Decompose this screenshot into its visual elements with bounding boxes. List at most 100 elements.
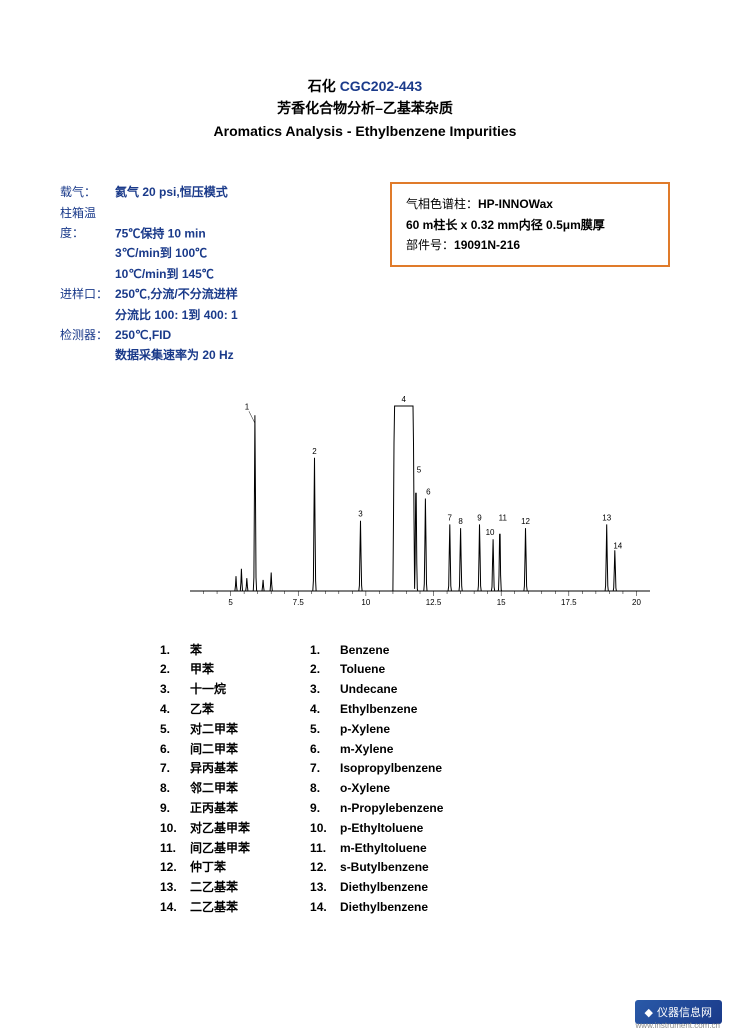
compound-row: 5.对二甲苯 <box>160 720 250 740</box>
compound-name: 二乙基苯 <box>190 898 238 918</box>
compound-row: 1.苯 <box>160 641 250 661</box>
compound-row: 3.Undecane <box>310 680 443 700</box>
svg-text:7.5: 7.5 <box>293 598 305 607</box>
svg-text:3: 3 <box>358 509 363 518</box>
compound-row: 9.n-Propylebenzene <box>310 799 443 819</box>
compound-row: 3.十一烷 <box>160 680 250 700</box>
svg-text:8: 8 <box>458 517 463 526</box>
carrier-label: 载气： <box>60 182 115 202</box>
compound-num: 7. <box>160 759 190 779</box>
compound-name: s-Butylbenzene <box>340 858 429 878</box>
compounds-english: 1.Benzene2.Toluene3.Undecane4.Ethylbenze… <box>310 641 443 918</box>
svg-text:13: 13 <box>602 513 611 522</box>
document-header: 石化 CGC202-443 芳香化合物分析–乙基苯杂质 Aromatics An… <box>60 75 670 142</box>
header-line-1: 石化 CGC202-443 <box>60 75 670 97</box>
compound-name: 乙苯 <box>190 700 214 720</box>
compound-name: 邻二甲苯 <box>190 779 238 799</box>
compound-name: Ethylbenzene <box>340 700 417 720</box>
compound-num: 6. <box>310 740 340 760</box>
compound-row: 4.乙苯 <box>160 700 250 720</box>
svg-text:5: 5 <box>417 465 422 474</box>
compound-row: 10.p-Ethyltoluene <box>310 819 443 839</box>
compound-row: 9.正丙基苯 <box>160 799 250 819</box>
header-code: CGC202-443 <box>340 78 423 94</box>
part-label: 部件号： <box>406 238 454 252</box>
compound-num: 12. <box>160 858 190 878</box>
part-value: 19091N-216 <box>454 238 520 252</box>
detector-line-2: 数据采集速率为 20 Hz <box>115 348 234 362</box>
compound-row: 14.二乙基苯 <box>160 898 250 918</box>
compound-row: 1.Benzene <box>310 641 443 661</box>
compound-name: 异丙基苯 <box>190 759 238 779</box>
compound-row: 7.Isopropylbenzene <box>310 759 443 779</box>
compound-name: 间二甲苯 <box>190 740 238 760</box>
compound-num: 10. <box>160 819 190 839</box>
compound-num: 13. <box>310 878 340 898</box>
svg-text:17.5: 17.5 <box>561 598 577 607</box>
compound-row: 2.Toluene <box>310 660 443 680</box>
compound-row: 5.p-Xylene <box>310 720 443 740</box>
svg-text:15: 15 <box>497 598 506 607</box>
compound-name: Undecane <box>340 680 397 700</box>
compound-row: 8.o-Xylene <box>310 779 443 799</box>
svg-text:1: 1 <box>245 402 250 411</box>
analysis-parameters: 载气：氦气 20 psi,恒压模式 柱箱温度：75℃保持 10 min 3℃/m… <box>60 182 370 366</box>
compound-name: 对乙基甲苯 <box>190 819 250 839</box>
compound-name: m-Xylene <box>340 740 393 760</box>
compound-row: 11.m-Ethyltoluene <box>310 839 443 859</box>
compound-row: 7.异丙基苯 <box>160 759 250 779</box>
chromatogram-svg: 57.51012.51517.5201234567891011121314 <box>180 386 660 616</box>
injector-line-1: 250℃,分流/不分流进样 <box>115 287 238 301</box>
compound-num: 11. <box>310 839 340 859</box>
compound-name: 甲苯 <box>190 660 214 680</box>
compound-num: 11. <box>160 839 190 859</box>
svg-text:10: 10 <box>486 528 495 537</box>
compound-name: 二乙基苯 <box>190 878 238 898</box>
compounds-chinese: 1.苯2.甲苯3.十一烷4.乙苯5.对二甲苯6.间二甲苯7.异丙基苯8.邻二甲苯… <box>160 641 250 918</box>
column-label: 气相色谱柱： <box>406 197 478 211</box>
compound-name: 对二甲苯 <box>190 720 238 740</box>
compound-name: 苯 <box>190 641 202 661</box>
compound-name: Benzene <box>340 641 389 661</box>
watermark-text: 仪器信息网 <box>657 1004 712 1020</box>
column-info-box: 气相色谱柱：HP-INNOWax 60 m柱长 x 0.32 mm内径 0.5μ… <box>390 182 670 267</box>
compound-name: m-Ethyltoluene <box>340 839 427 859</box>
compound-name: Diethylbenzene <box>340 898 428 918</box>
compound-row: 2.甲苯 <box>160 660 250 680</box>
watermark-url: www.instrument.com.cn <box>636 1021 720 1030</box>
svg-text:7: 7 <box>448 513 453 522</box>
compound-num: 8. <box>160 779 190 799</box>
compound-row: 8.邻二甲苯 <box>160 779 250 799</box>
compound-name: p-Ethyltoluene <box>340 819 423 839</box>
compound-num: 7. <box>310 759 340 779</box>
compound-name: Diethylbenzene <box>340 878 428 898</box>
injector-line-2: 分流比 100: 1到 400: 1 <box>115 308 238 322</box>
svg-text:14: 14 <box>613 541 622 550</box>
oven-line-1: 75℃保持 10 min <box>115 226 206 240</box>
compound-num: 14. <box>310 898 340 918</box>
svg-text:12.5: 12.5 <box>426 598 442 607</box>
compound-row: 14.Diethylbenzene <box>310 898 443 918</box>
carrier-value: 氦气 20 psi,恒压模式 <box>115 185 228 199</box>
compound-num: 6. <box>160 740 190 760</box>
compound-row: 10.对乙基甲苯 <box>160 819 250 839</box>
compound-num: 14. <box>160 898 190 918</box>
compound-row: 11.间乙基甲苯 <box>160 839 250 859</box>
compound-row: 13.二乙基苯 <box>160 878 250 898</box>
compound-name: Toluene <box>340 660 385 680</box>
compound-lists: 1.苯2.甲苯3.十一烷4.乙苯5.对二甲苯6.间二甲苯7.异丙基苯8.邻二甲苯… <box>160 641 670 918</box>
compound-name: o-Xylene <box>340 779 390 799</box>
compound-row: 6.间二甲苯 <box>160 740 250 760</box>
detector-line-1: 250℃,FID <box>115 328 171 342</box>
compound-num: 5. <box>310 720 340 740</box>
oven-line-2: 3℃/min到 100℃ <box>115 246 207 260</box>
compound-row: 12.s-Butylbenzene <box>310 858 443 878</box>
svg-text:11: 11 <box>499 513 508 522</box>
compound-name: p-Xylene <box>340 720 390 740</box>
compound-name: 间乙基甲苯 <box>190 839 250 859</box>
svg-text:6: 6 <box>426 487 431 496</box>
oven-line-3: 10℃/min到 145℃ <box>115 267 214 281</box>
header-line-2: 芳香化合物分析–乙基苯杂质 <box>60 97 670 119</box>
header-prefix: 石化 <box>308 78 340 94</box>
oven-label: 柱箱温度： <box>60 203 115 244</box>
